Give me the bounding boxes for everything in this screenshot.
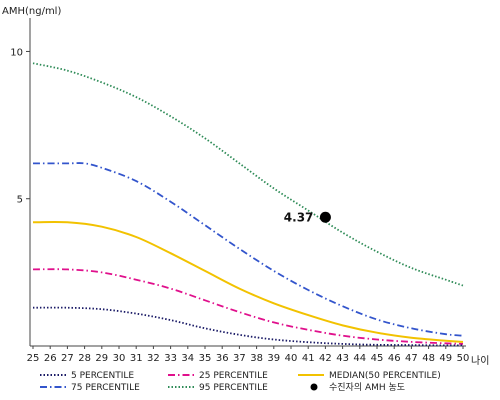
x-tick-label: 50 xyxy=(457,353,470,364)
x-tick-label: 44 xyxy=(353,353,366,364)
x-tick-label: 28 xyxy=(78,353,91,364)
x-tick-label: 49 xyxy=(439,353,452,364)
patient-amh-marker xyxy=(319,211,331,223)
y-tick-label: 10 xyxy=(10,47,23,58)
x-tick-label: 45 xyxy=(371,353,384,364)
legend-label-median-50-percentile: MEDIAN(50 PERCENTILE) xyxy=(329,371,441,381)
legend-label-95-percentile: 95 PERCENTILE xyxy=(199,383,268,393)
x-tick-label: 29 xyxy=(95,353,108,364)
x-tick-label: 48 xyxy=(422,353,435,364)
annotation-layer: 4.37 xyxy=(284,210,331,224)
series-75-percentile-line xyxy=(33,162,464,337)
series-95-percentile-line xyxy=(32,62,464,287)
x-tick-label: 43 xyxy=(336,353,349,364)
x-tick-label: 26 xyxy=(44,353,57,364)
x-tick-label: 35 xyxy=(199,353,212,364)
x-tick-label: 38 xyxy=(250,353,263,364)
y-axis-label: AMH(ng/ml) xyxy=(2,6,61,17)
series-5-percentile-line xyxy=(32,306,464,347)
x-axis-label: 나이 xyxy=(471,355,489,367)
patient-amh-value-label: 4.37 xyxy=(284,210,314,224)
x-tick-label: 34 xyxy=(181,353,194,364)
x-tick-label: 41 xyxy=(302,353,315,364)
x-tick-label: 42 xyxy=(319,353,332,364)
y-tick-label: 5 xyxy=(17,195,23,206)
x-tick-label: 31 xyxy=(130,353,143,364)
axes: 5 10 25 26 27 28 29 30 31 32 33 34 35 36 37 38 39 40 41 42 4… xyxy=(10,18,469,364)
legend-swatch-amh xyxy=(310,383,318,391)
legend-label-75-percentile: 75 PERCENTILE xyxy=(71,383,140,393)
x-tick-label: 47 xyxy=(405,353,418,364)
x-tick-label: 25 xyxy=(27,353,40,364)
legend-label-amh: 수진자의 AMH 농도 xyxy=(329,382,405,393)
series-25-percentile-line xyxy=(32,268,464,345)
x-tick-label: 37 xyxy=(233,353,246,364)
x-tick-label: 39 xyxy=(267,353,280,364)
series-layer xyxy=(32,62,464,347)
x-tick-label: 36 xyxy=(216,353,229,364)
legend-label-5-percentile: 5 PERCENTILE xyxy=(71,371,134,381)
legend-label-25-percentile: 25 PERCENTILE xyxy=(199,371,268,381)
series-median-50-percentile-line xyxy=(32,220,464,343)
x-tick-label: 30 xyxy=(113,353,126,364)
x-tick-label: 46 xyxy=(388,353,401,364)
x-tick-label: 27 xyxy=(61,353,74,364)
x-tick-label: 40 xyxy=(285,353,298,364)
x-tick-label: 33 xyxy=(164,353,177,364)
legend: 5 PERCENTILE 25 PERCENTILE MEDIAN(50 PERCE… xyxy=(40,371,441,393)
x-tick-label: 32 xyxy=(147,353,160,364)
